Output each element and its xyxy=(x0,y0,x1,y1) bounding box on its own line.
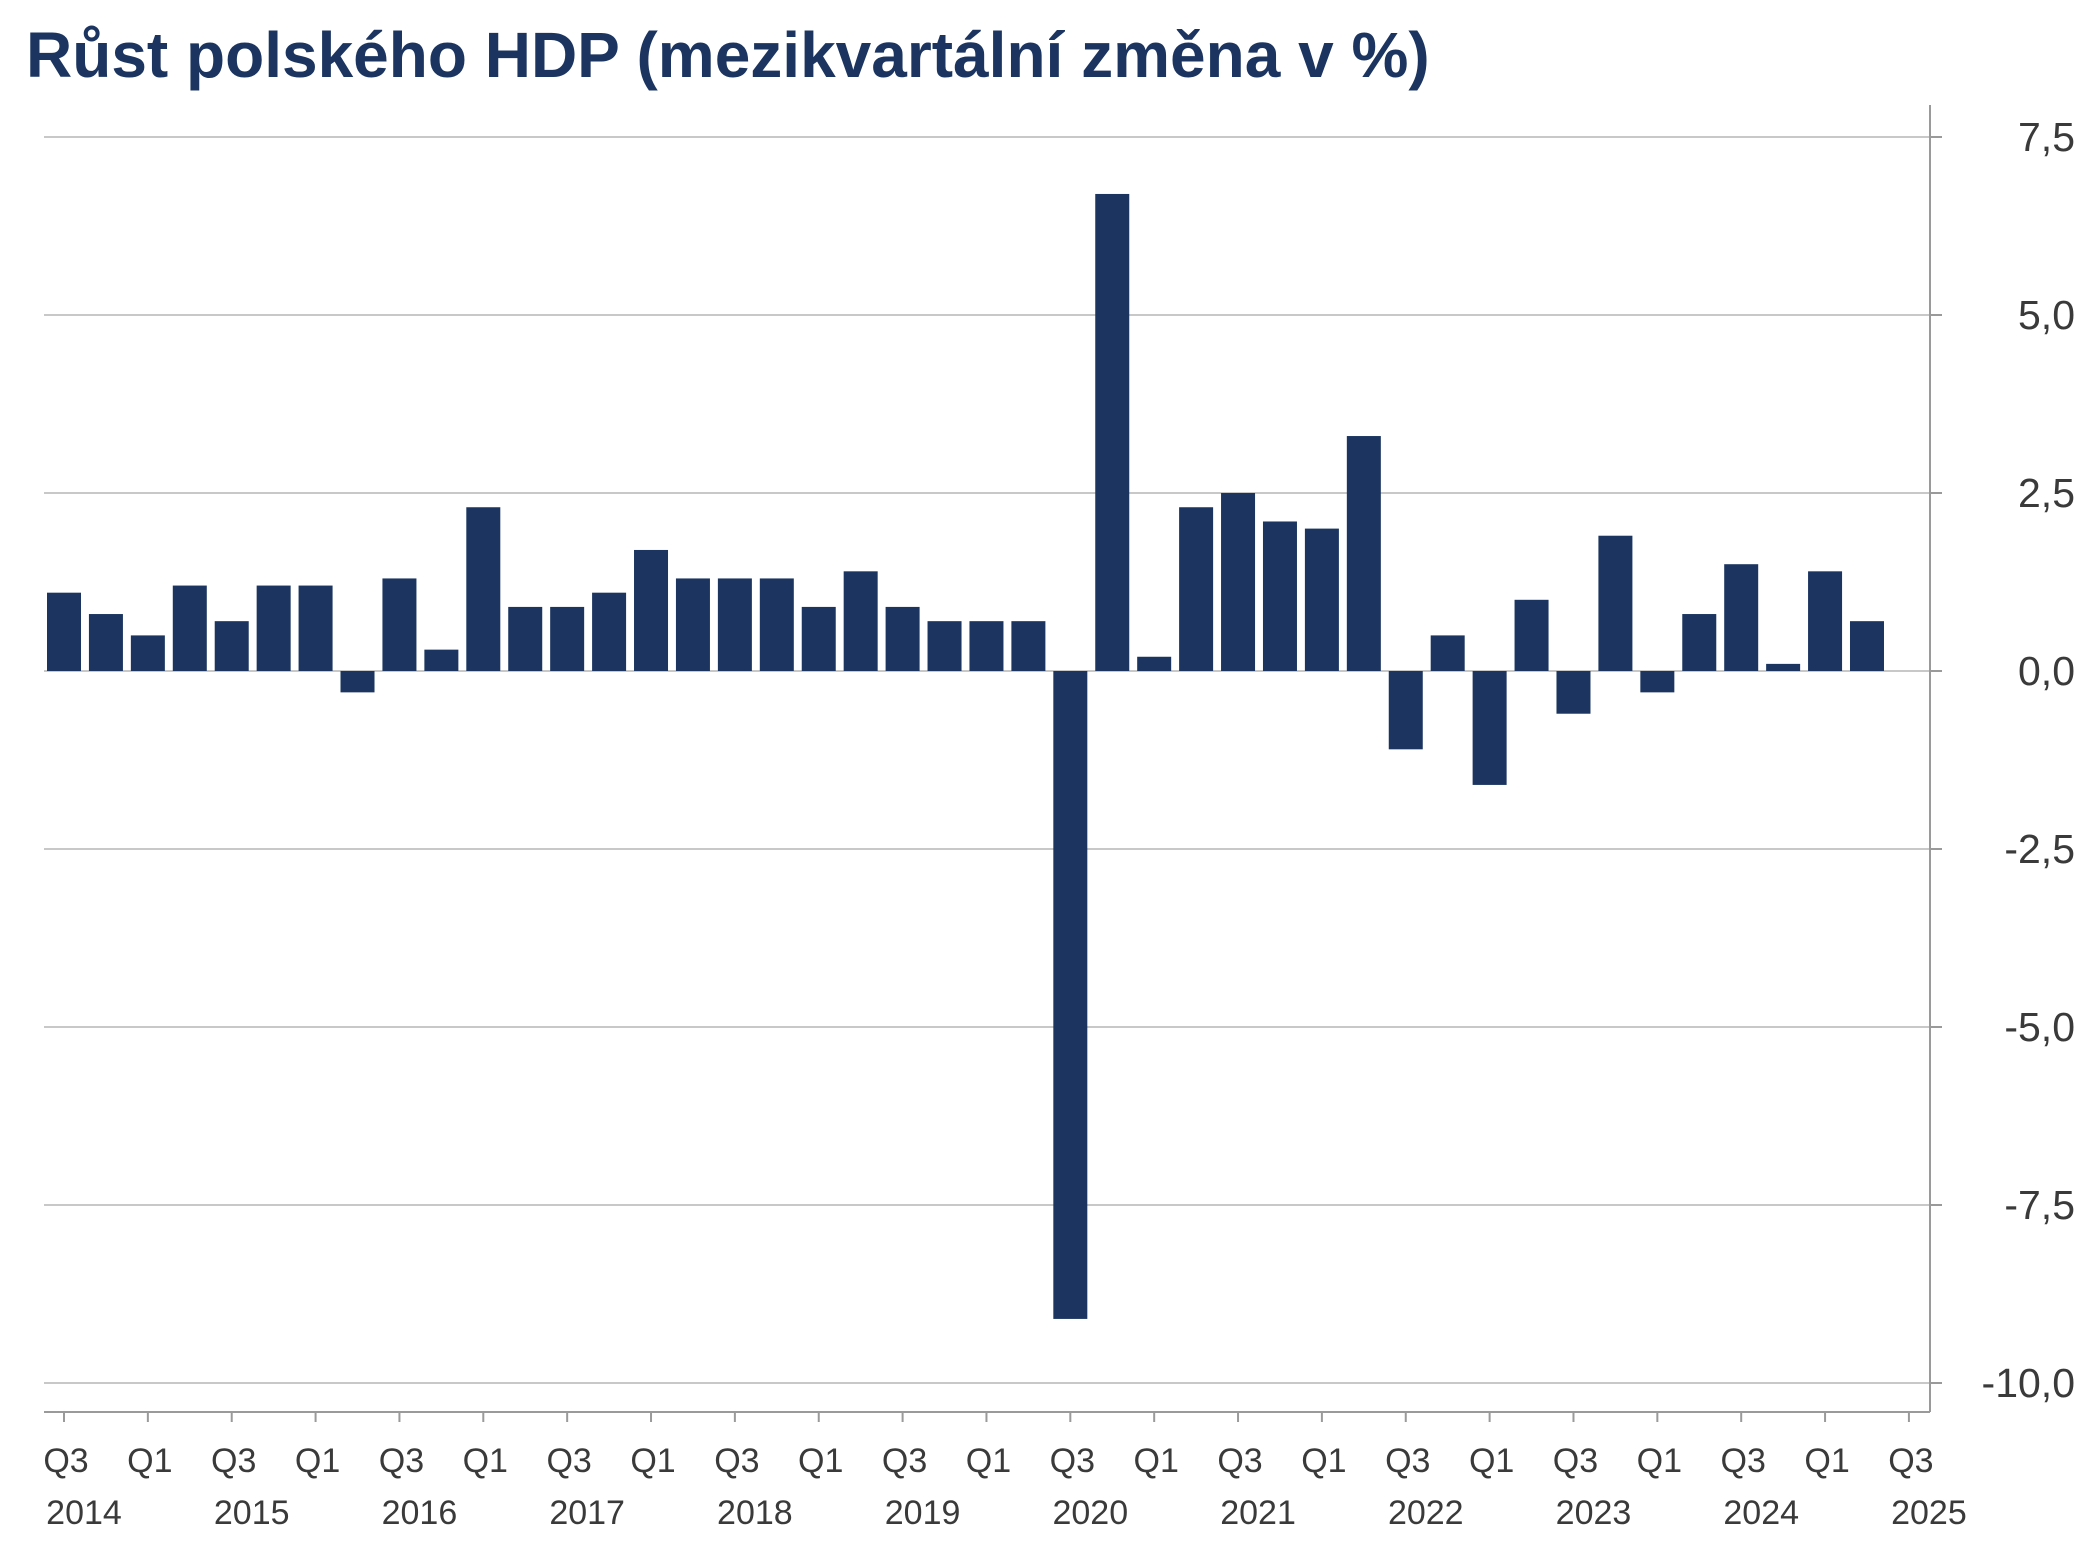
bar xyxy=(717,578,752,671)
x-tick-label-year: 2015 xyxy=(214,1494,290,1532)
y-tick-label: 0,0 xyxy=(2018,648,2075,694)
x-tick-label-quarter: Q3 xyxy=(43,1442,88,1480)
bar xyxy=(1556,671,1591,714)
x-tick-label-quarter: Q3 xyxy=(1050,1442,1095,1480)
bar xyxy=(675,578,710,671)
x-tick-label-quarter: Q3 xyxy=(1888,1442,1933,1480)
x-tick-label-quarter: Q3 xyxy=(379,1442,424,1480)
chart-title: Růst polského HDP (mezikvartální změna v… xyxy=(26,19,1430,91)
x-tick-label-year: 2023 xyxy=(1556,1494,1632,1532)
bar xyxy=(1262,521,1297,671)
bar xyxy=(466,507,501,671)
x-tick-label-year: 2020 xyxy=(1052,1494,1128,1532)
x-tick-label-quarter: Q3 xyxy=(1721,1442,1766,1480)
bar xyxy=(1808,571,1843,671)
bar xyxy=(1304,528,1339,671)
x-tick-label-quarter: Q1 xyxy=(1134,1442,1179,1480)
bar xyxy=(843,571,878,671)
bar xyxy=(1011,621,1046,671)
bar xyxy=(1472,671,1507,785)
x-tick-label-quarter: Q3 xyxy=(1553,1442,1598,1480)
bar xyxy=(885,606,920,671)
y-tick-label: -5,0 xyxy=(2004,1004,2075,1050)
gridlines xyxy=(44,136,1930,1384)
x-tick-label-year: 2024 xyxy=(1723,1494,1799,1532)
x-tick-label-year: 2017 xyxy=(549,1494,625,1532)
bar xyxy=(1598,535,1633,671)
bar xyxy=(1514,599,1549,671)
x-tick-label-quarter: Q1 xyxy=(1469,1442,1514,1480)
bar xyxy=(1137,656,1172,671)
bar xyxy=(1682,614,1717,671)
bar xyxy=(424,649,459,671)
bar xyxy=(172,585,207,671)
bar xyxy=(592,592,627,671)
bar xyxy=(1388,671,1423,750)
bar xyxy=(1221,493,1256,671)
bar xyxy=(214,621,249,671)
axes xyxy=(44,105,1931,1413)
x-tick-label-quarter: Q1 xyxy=(966,1442,1011,1480)
bar xyxy=(340,671,375,693)
bar xyxy=(1095,193,1130,671)
bar xyxy=(550,606,585,671)
x-tick-label-quarter: Q3 xyxy=(546,1442,591,1480)
bar xyxy=(47,592,81,671)
x-tick-label-quarter: Q1 xyxy=(295,1442,340,1480)
bar xyxy=(130,635,165,671)
bar xyxy=(1346,436,1381,671)
x-tick-label-quarter: Q1 xyxy=(1301,1442,1346,1480)
y-axis-ticks: 7,5 5,0 2,5 0,0 -2,5 -5,0 -7,5 -10,0 xyxy=(1930,114,2075,1406)
bar xyxy=(634,549,669,671)
bar xyxy=(969,621,1004,671)
bar xyxy=(927,621,962,671)
x-tick-label-quarter: Q3 xyxy=(211,1442,256,1480)
x-tick-label-quarter: Q1 xyxy=(1637,1442,1682,1480)
bar xyxy=(1053,671,1088,1319)
y-tick-label: 2,5 xyxy=(2018,470,2075,516)
x-tick-label-year: 2025 xyxy=(1891,1494,1967,1532)
x-tick-label-quarter: Q1 xyxy=(798,1442,843,1480)
x-tick-label-quarter: Q1 xyxy=(127,1442,172,1480)
bar xyxy=(256,585,291,671)
x-tick-label-year: 2021 xyxy=(1220,1494,1296,1532)
bar xyxy=(1640,671,1675,693)
x-tick-label-quarter: Q1 xyxy=(1804,1442,1849,1480)
bar xyxy=(88,614,123,671)
bar xyxy=(298,585,333,671)
y-tick-label: -7,5 xyxy=(2004,1182,2075,1228)
x-tick-label-year: 2022 xyxy=(1388,1494,1464,1532)
bar xyxy=(382,578,417,671)
bar xyxy=(1724,564,1759,671)
bar xyxy=(1766,663,1801,671)
bar xyxy=(1849,621,1884,671)
x-tick-label-quarter: Q3 xyxy=(1217,1442,1262,1480)
bar xyxy=(1179,507,1214,671)
x-tick-label-quarter: Q3 xyxy=(1385,1442,1430,1480)
x-tick-label-quarter: Q1 xyxy=(630,1442,675,1480)
y-tick-label: 7,5 xyxy=(2018,114,2075,160)
y-tick-label: 5,0 xyxy=(2018,292,2075,338)
x-tick-label-year: 2016 xyxy=(382,1494,458,1532)
x-tick-label-quarter: Q3 xyxy=(882,1442,927,1480)
x-tick-label-quarter: Q3 xyxy=(714,1442,759,1480)
x-tick-label-quarter: Q1 xyxy=(463,1442,508,1480)
bars xyxy=(47,193,1884,1319)
bar xyxy=(759,578,794,671)
y-tick-label: -10,0 xyxy=(1982,1360,2075,1406)
x-tick-label-year: 2014 xyxy=(46,1494,122,1532)
bar xyxy=(801,606,836,671)
bar xyxy=(508,606,543,671)
x-tick-label-year: 2019 xyxy=(885,1494,961,1532)
bar xyxy=(1430,635,1465,671)
x-tick-label-year: 2018 xyxy=(717,1494,793,1532)
y-tick-label: -2,5 xyxy=(2004,826,2075,872)
